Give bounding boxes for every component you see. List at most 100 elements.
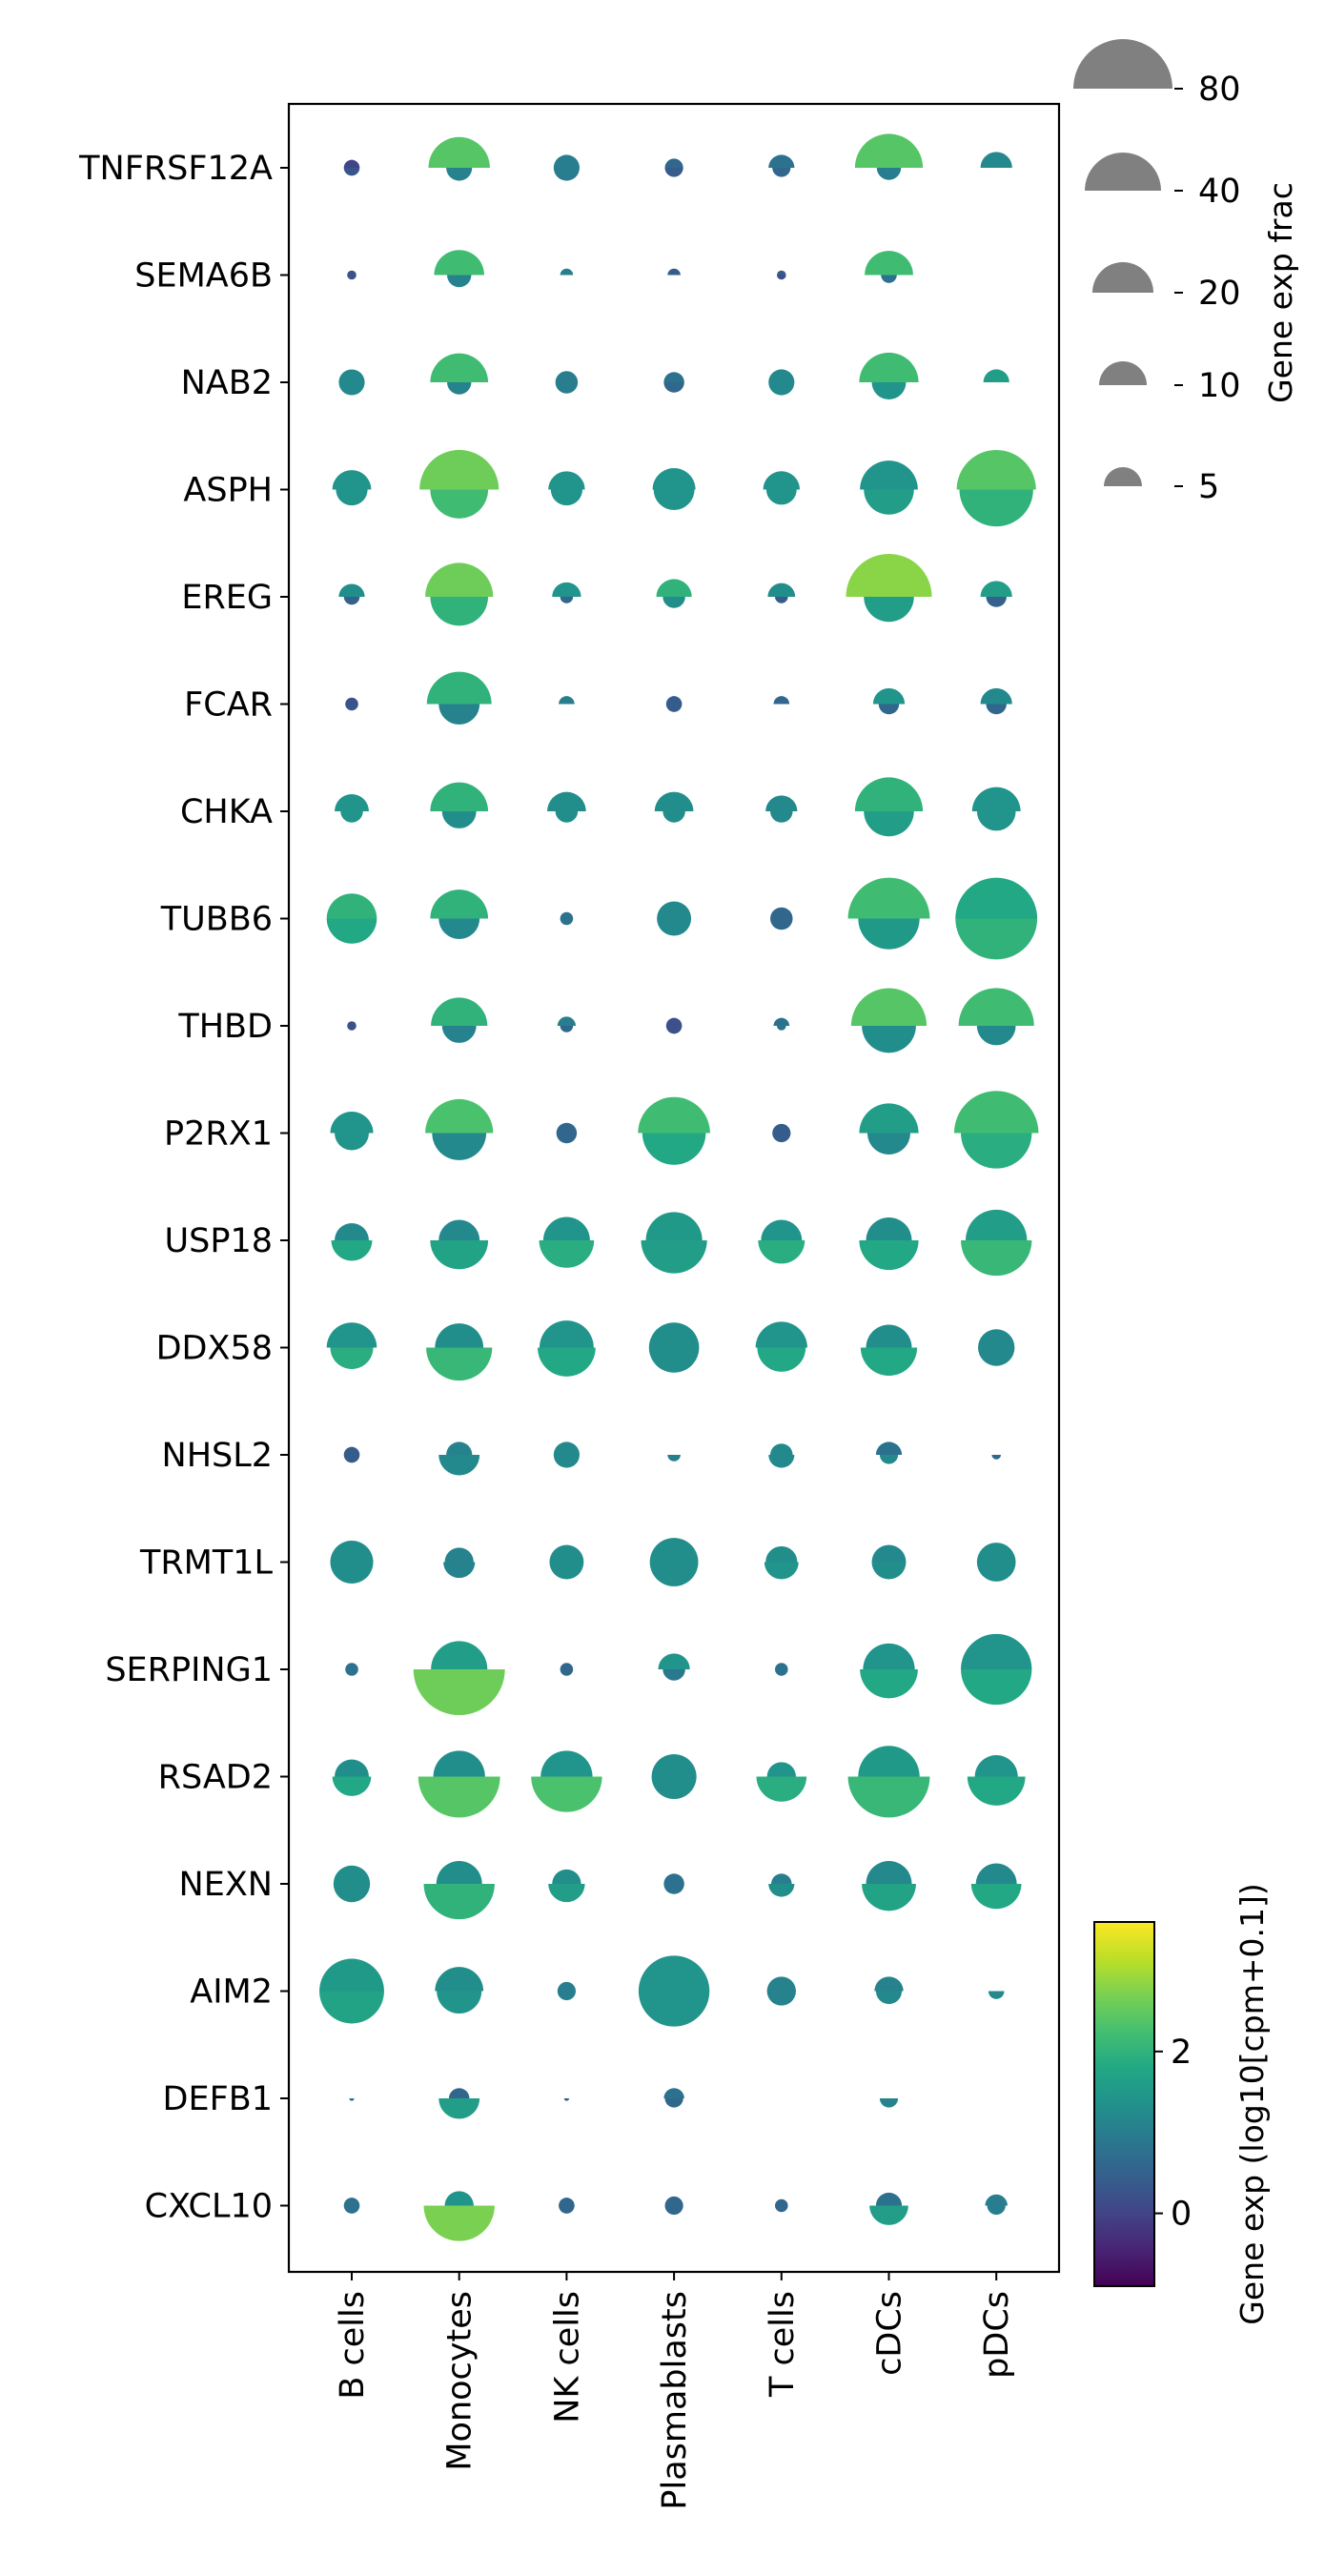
dot-top-nhsl2-5 (875, 1441, 903, 1455)
dot-top-serping1-2 (560, 1663, 574, 1669)
dot-bottom-tnfrsf12a-2 (553, 168, 580, 181)
size-legend-marker (1092, 262, 1153, 293)
dot-top-ereg-4 (767, 583, 796, 597)
dot-top-tnfrsf12a-4 (768, 154, 795, 168)
dot-top-tnfrsf12a-6 (980, 152, 1012, 168)
gene-label: FCAR (184, 686, 273, 725)
dot-bottom-trmt1l-1 (443, 1562, 476, 1579)
dot-bottom-nhsl2-1 (438, 1455, 480, 1476)
dot-bottom-chka-4 (770, 811, 793, 823)
dot-bottom-trmt1l-0 (330, 1562, 374, 1584)
dot-top-chka-2 (547, 791, 586, 811)
dot-top-ereg-2 (552, 582, 581, 597)
dot-top-defb1-1 (448, 2088, 470, 2098)
dot-bottom-thbd-5 (862, 1026, 916, 1053)
dot-top-p2rx1-2 (556, 1122, 578, 1134)
colorbar: 0 2 Gene exp (log10[cpm+0.1]) (1093, 1883, 1271, 2325)
dot-bottom-tnfrsf12a-3 (664, 168, 683, 177)
dot-top-asph-6 (956, 449, 1036, 490)
dot-bottom-ddx58-2 (538, 1347, 596, 1377)
dot-bottom-rsad2-6 (967, 1776, 1026, 1806)
dot-top-asph-0 (332, 470, 372, 490)
dot-bottom-rsad2-4 (756, 1776, 807, 1802)
dot-top-tubb6-4 (770, 907, 793, 919)
cell-type-label: NK cells (548, 2291, 586, 2423)
dot-top-ereg-5 (846, 553, 932, 597)
dot-bottom-chka-5 (864, 811, 914, 837)
dot-top-thbd-0 (347, 1021, 357, 1026)
dot-bottom-tubb6-3 (657, 918, 692, 936)
dot-top-thbd-1 (431, 997, 488, 1026)
dot-bottom-ereg-5 (864, 597, 914, 623)
dot-top-ddx58-2 (540, 1320, 594, 1348)
dot-bottom-nexn-1 (423, 1884, 495, 1920)
dot-top-thbd-3 (665, 1017, 683, 1026)
dot-bottom-tubb6-0 (326, 918, 377, 944)
dot-bottom-ereg-6 (986, 597, 1007, 607)
dot-bottom-asph-0 (336, 489, 368, 506)
dot-top-usp18-6 (966, 1209, 1028, 1240)
dot-top-cxcl10-3 (664, 2196, 683, 2206)
dot-bottom-tnfrsf12a-5 (876, 168, 902, 180)
dot-top-cxcl10-6 (985, 2194, 1008, 2206)
gene-label: NHSL2 (162, 1437, 273, 1475)
dot-bottom-ddx58-3 (648, 1347, 700, 1373)
dot-bottom-aim2-4 (766, 1991, 796, 2006)
dot-top-nhsl2-0 (343, 1446, 360, 1455)
dot-top-sema6b-5 (865, 251, 913, 276)
gene-label: SERPING1 (105, 1651, 273, 1689)
dot-top-rsad2-1 (433, 1750, 485, 1777)
dot-top-sema6b-2 (560, 268, 574, 276)
cell-type-label: Monocytes (441, 2291, 479, 2471)
dot-top-rsad2-5 (858, 1746, 920, 1777)
dot-bottom-ereg-2 (560, 597, 574, 603)
dot-bottom-tubb6-5 (858, 918, 920, 950)
dot-bottom-fcar-6 (986, 704, 1007, 715)
dot-top-sema6b-0 (347, 270, 357, 276)
dot-top-tubb6-0 (326, 893, 377, 919)
dot-bottom-nexn-0 (333, 1884, 371, 1903)
dot-top-rsad2-6 (974, 1754, 1018, 1777)
dot-top-nexn-2 (552, 1869, 581, 1884)
dot-bottom-ereg-4 (775, 597, 788, 603)
dot-bottom-fcar-0 (345, 704, 358, 711)
dot-top-serping1-1 (431, 1641, 488, 1669)
dot-bottom-tnfrsf12a-0 (343, 168, 360, 176)
dot-bottom-trmt1l-2 (549, 1562, 584, 1580)
dot-top-p2rx1-3 (638, 1096, 710, 1134)
dot-bottom-nab2-5 (871, 382, 907, 399)
gene-label: TRMT1L (139, 1544, 274, 1583)
dot-bottom-ddx58-0 (330, 1347, 374, 1370)
dot-bottom-defb1-5 (879, 2098, 899, 2108)
dot-bottom-rsad2-5 (847, 1776, 930, 1818)
dot-bottom-p2rx1-2 (556, 1133, 578, 1144)
dot-top-serping1-0 (345, 1663, 358, 1669)
dot-top-p2rx1-5 (859, 1103, 919, 1134)
dot-top-nexn-4 (771, 1873, 792, 1884)
dot-top-trmt1l-4 (765, 1545, 798, 1563)
dot-bottom-thbd-2 (560, 1026, 574, 1032)
dot-bottom-nexn-6 (970, 1884, 1022, 1910)
dot-top-thbd-4 (773, 1017, 790, 1026)
gene-label: TNFRSF12A (78, 150, 273, 188)
dot-top-defb1-3 (663, 2088, 684, 2098)
dot-bottom-trmt1l-6 (976, 1562, 1016, 1582)
dot-bottom-tubb6-4 (770, 918, 793, 930)
size-legend-marker (1085, 153, 1161, 191)
dot-top-cxcl10-2 (559, 2198, 575, 2206)
size-legend-marker (1099, 361, 1147, 385)
dot-top-ereg-0 (338, 583, 365, 597)
dot-bottom-ereg-1 (430, 597, 489, 626)
dot-bottom-nab2-3 (663, 382, 684, 393)
size-legend-value: 40 (1198, 173, 1241, 211)
dot-top-tnfrsf12a-3 (664, 158, 683, 168)
dots-layer (319, 133, 1039, 2241)
gene-label: SEMA6B (134, 257, 273, 296)
dot-bottom-trmt1l-3 (649, 1562, 699, 1586)
dot-bottom-usp18-4 (758, 1240, 805, 1264)
gene-label: CHKA (180, 793, 273, 831)
size-legend-value: 20 (1198, 275, 1241, 313)
dot-bottom-rsad2-1 (418, 1776, 500, 1818)
